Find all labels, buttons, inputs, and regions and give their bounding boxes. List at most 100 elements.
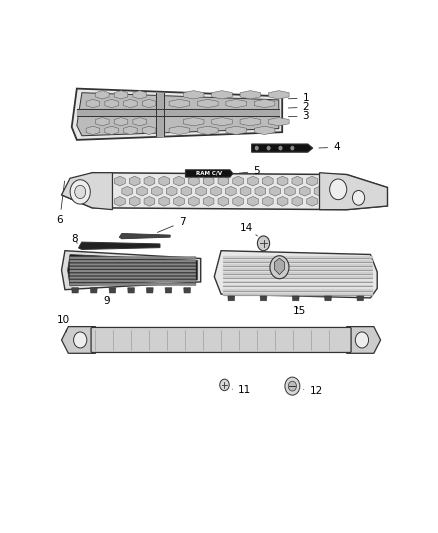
FancyBboxPatch shape [70, 270, 196, 272]
Polygon shape [254, 99, 275, 108]
Circle shape [255, 146, 258, 150]
Polygon shape [109, 288, 116, 293]
Polygon shape [129, 197, 140, 206]
Text: 8: 8 [72, 233, 78, 244]
Polygon shape [270, 187, 280, 196]
Polygon shape [114, 117, 128, 126]
Text: 11: 11 [232, 385, 251, 395]
Polygon shape [122, 187, 133, 196]
Polygon shape [196, 187, 207, 196]
Polygon shape [184, 288, 191, 293]
Text: 15: 15 [293, 306, 306, 316]
FancyBboxPatch shape [70, 277, 196, 279]
Polygon shape [72, 288, 78, 293]
Polygon shape [320, 173, 387, 209]
Text: RAM C/V: RAM C/V [196, 171, 222, 176]
Polygon shape [292, 197, 303, 206]
Text: 5: 5 [239, 166, 260, 176]
Circle shape [288, 381, 297, 391]
Polygon shape [165, 288, 172, 293]
Polygon shape [198, 99, 218, 108]
Polygon shape [212, 91, 232, 99]
Polygon shape [95, 91, 109, 99]
FancyBboxPatch shape [70, 260, 196, 262]
Polygon shape [268, 117, 289, 126]
Polygon shape [159, 176, 170, 186]
Polygon shape [226, 126, 247, 134]
Circle shape [285, 377, 300, 395]
Polygon shape [78, 242, 160, 249]
Text: 1: 1 [288, 93, 309, 103]
Circle shape [353, 190, 365, 205]
Polygon shape [188, 176, 199, 186]
Polygon shape [277, 176, 288, 186]
Polygon shape [211, 187, 221, 196]
Polygon shape [212, 117, 232, 126]
Text: 4: 4 [319, 142, 340, 152]
Polygon shape [124, 126, 137, 134]
Text: 7: 7 [157, 217, 185, 232]
Polygon shape [90, 288, 97, 293]
Circle shape [70, 180, 90, 204]
Circle shape [330, 179, 347, 200]
Polygon shape [95, 117, 109, 126]
Polygon shape [262, 197, 273, 206]
FancyBboxPatch shape [70, 263, 196, 265]
Circle shape [74, 332, 87, 348]
Polygon shape [173, 197, 184, 206]
Text: 10: 10 [57, 314, 70, 332]
Polygon shape [183, 117, 204, 126]
Polygon shape [159, 197, 170, 206]
Polygon shape [214, 251, 377, 298]
Polygon shape [72, 88, 282, 140]
Polygon shape [247, 197, 258, 206]
Polygon shape [255, 187, 266, 196]
FancyBboxPatch shape [70, 257, 196, 259]
Polygon shape [119, 233, 170, 239]
Polygon shape [198, 126, 218, 134]
Polygon shape [61, 251, 201, 290]
Polygon shape [114, 91, 128, 99]
Polygon shape [144, 197, 155, 206]
Polygon shape [67, 255, 197, 286]
Polygon shape [285, 187, 295, 196]
Polygon shape [240, 117, 261, 126]
Polygon shape [307, 176, 318, 186]
Polygon shape [262, 176, 273, 186]
Polygon shape [114, 176, 125, 186]
FancyBboxPatch shape [70, 280, 196, 282]
Circle shape [291, 146, 294, 150]
Polygon shape [105, 126, 118, 134]
Polygon shape [142, 126, 156, 134]
Polygon shape [260, 296, 267, 301]
FancyBboxPatch shape [70, 273, 196, 276]
FancyBboxPatch shape [91, 327, 351, 352]
Polygon shape [128, 288, 134, 293]
Polygon shape [86, 99, 100, 108]
Polygon shape [173, 176, 184, 186]
Polygon shape [114, 197, 125, 206]
Polygon shape [240, 187, 251, 196]
Polygon shape [277, 197, 288, 206]
Polygon shape [61, 173, 113, 209]
Text: 3: 3 [288, 111, 309, 121]
Polygon shape [233, 176, 244, 186]
Polygon shape [293, 296, 299, 301]
Text: 12: 12 [304, 385, 323, 395]
Polygon shape [203, 197, 214, 206]
Polygon shape [105, 99, 118, 108]
FancyBboxPatch shape [70, 266, 196, 269]
Circle shape [220, 379, 229, 391]
Polygon shape [169, 126, 190, 134]
Polygon shape [86, 126, 100, 134]
Circle shape [355, 332, 368, 348]
Polygon shape [183, 91, 204, 99]
Polygon shape [226, 187, 236, 196]
Circle shape [258, 236, 270, 251]
Polygon shape [188, 197, 199, 206]
Polygon shape [185, 170, 233, 177]
FancyBboxPatch shape [70, 283, 196, 285]
Polygon shape [144, 176, 155, 186]
Polygon shape [346, 327, 381, 353]
Polygon shape [61, 327, 95, 353]
